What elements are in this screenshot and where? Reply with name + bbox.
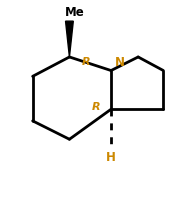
Text: Me: Me (65, 6, 85, 19)
Polygon shape (66, 22, 73, 58)
Text: R: R (92, 101, 101, 111)
Text: R: R (82, 57, 90, 67)
Text: H: H (106, 150, 116, 163)
Text: N: N (115, 55, 125, 68)
